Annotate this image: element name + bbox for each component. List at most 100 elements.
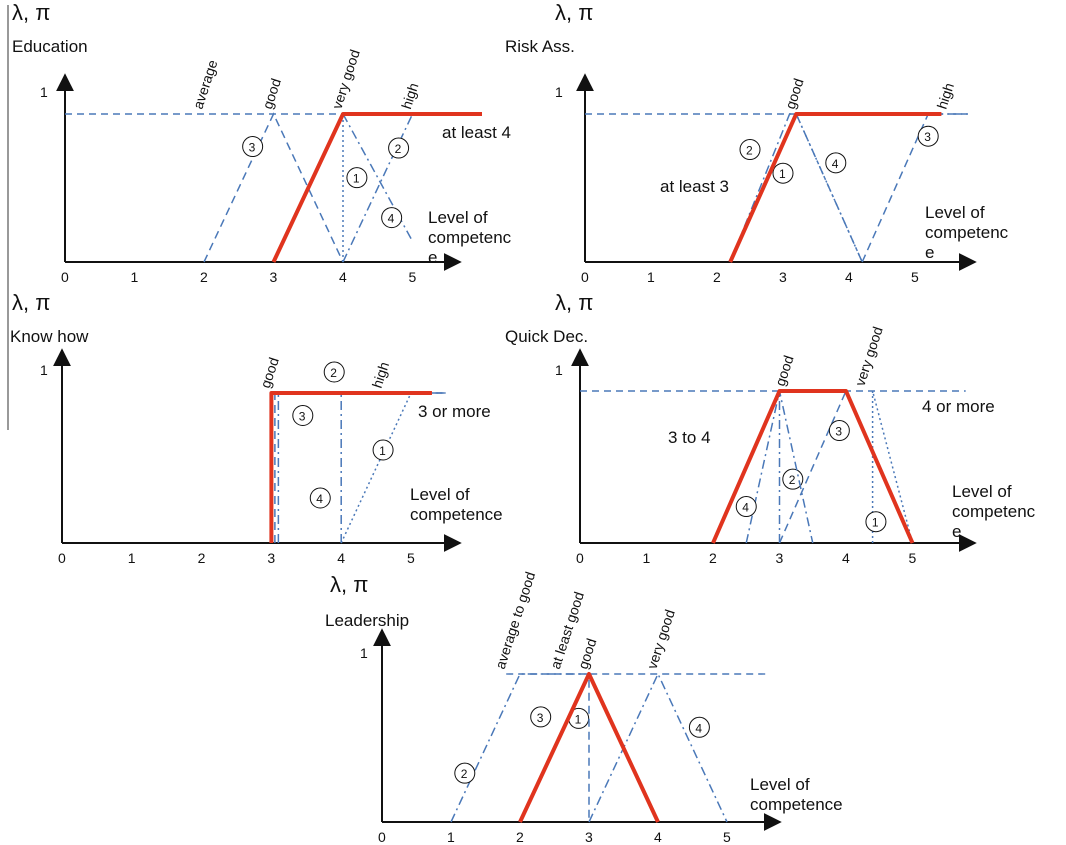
- candidate-1-number: 1: [872, 516, 879, 530]
- candidate-1-marker: [346, 167, 368, 189]
- x-tick-label: 5: [911, 269, 919, 285]
- candidate-4-marker: [735, 496, 757, 518]
- y-axis-symbol: λ, π: [12, 0, 50, 25]
- candidate-3-line: [203, 112, 344, 263]
- x-tick-label: 0: [61, 269, 69, 285]
- candidate-4-number: 4: [742, 501, 749, 515]
- candidate-1-number: 1: [779, 167, 786, 181]
- candidate-3-marker: [828, 420, 850, 442]
- criterion-name: Risk Ass.: [505, 37, 575, 56]
- candidate-2-number: 2: [461, 767, 468, 781]
- linguistic-term: good: [782, 76, 807, 111]
- panel-know-how: λ, π Know how 1 0 1 2 3 4 5 Level of competence 1 2 3…: [10, 290, 503, 566]
- x-tick-label: 2: [713, 269, 721, 285]
- requirement-annotation: 3 or more: [418, 402, 491, 421]
- candidate-3-number: 3: [835, 425, 842, 439]
- candidate-2-line: [450, 673, 589, 823]
- x-tick-label: 5: [407, 550, 415, 566]
- y-tick-label: 1: [40, 362, 48, 378]
- candidate-4-marker: [381, 207, 403, 229]
- linguistic-term: good: [259, 76, 284, 111]
- x-tick-label: 0: [378, 829, 386, 845]
- candidate-2-number: 2: [789, 473, 796, 487]
- x-tick-label: 3: [267, 550, 275, 566]
- candidate-1-line: [729, 112, 863, 263]
- panel-leadership: λ, π Leadership 1 0 1 2 3 4 5 Level of competence 1…: [325, 570, 843, 845]
- linguistic-term: good: [772, 353, 797, 388]
- y-tick-label: 1: [360, 645, 368, 661]
- candidate-2-number: 2: [746, 144, 753, 158]
- candidate-2-line: [729, 113, 968, 263]
- x-tick-label: 1: [447, 829, 455, 845]
- x-tick-label: 4: [337, 550, 345, 566]
- requirement-line: [728, 112, 942, 263]
- candidate-4-number: 4: [832, 157, 839, 171]
- x-tick-label: 4: [339, 269, 347, 285]
- x-tick-label: 5: [723, 829, 731, 845]
- candidate-3-number: 3: [924, 130, 931, 144]
- candidate-4-number: 4: [316, 492, 323, 506]
- x-tick-label: 4: [845, 269, 853, 285]
- x-tick-label: 1: [128, 550, 136, 566]
- candidate-4-marker: [309, 487, 331, 509]
- panel-education: λ, π Education 1 0 1 2 3 4 5 Level of competenc e 1 2…: [12, 0, 512, 285]
- linguistic-term: very good: [852, 325, 886, 388]
- criterion-name: Education: [12, 37, 88, 56]
- requirement-line: [271, 112, 482, 263]
- candidate-1-number: 1: [353, 172, 360, 186]
- y-tick-label: 1: [555, 362, 563, 378]
- x-tick-label: 2: [200, 269, 208, 285]
- linguistic-term: high: [398, 81, 421, 111]
- criterion-name: Quick Dec.: [505, 327, 588, 346]
- candidate-2-marker: [388, 137, 410, 159]
- linguistic-term: average to good: [492, 570, 538, 671]
- candidate-1-marker: [865, 511, 887, 533]
- candidate-2-marker: [323, 361, 345, 383]
- y-axis-symbol: λ, π: [12, 290, 50, 315]
- criterion-name: Know how: [10, 327, 89, 346]
- candidate-1-marker: [372, 439, 394, 461]
- x-tick-label: 4: [654, 829, 662, 845]
- requirement-annotation: at least 3: [660, 177, 729, 196]
- requirement-line: [518, 672, 660, 823]
- x-tick-label: 0: [576, 550, 584, 566]
- candidate-1-marker: [772, 162, 794, 184]
- x-tick-label: 1: [131, 269, 139, 285]
- linguistic-term: high: [934, 81, 957, 111]
- x-tick-label: 2: [516, 829, 524, 845]
- panel-risk-ass: λ, π Risk Ass. 1 0 1 2 3 4 5 Level of competenc e 1 2…: [505, 0, 1009, 285]
- y-tick-label: 1: [40, 84, 48, 100]
- linguistic-term: average: [190, 58, 221, 111]
- x-tick-label: 4: [842, 550, 850, 566]
- x-tick-label: 0: [58, 550, 66, 566]
- candidate-4-marker: [688, 716, 710, 738]
- candidate-3-marker: [292, 405, 314, 426]
- candidate-1-number: 1: [575, 712, 582, 726]
- x-tick-label: 3: [585, 829, 593, 845]
- x-tick-label: 5: [909, 550, 917, 566]
- candidate-3-marker: [530, 706, 552, 728]
- x-tick-label: 0: [581, 269, 589, 285]
- panel-quick-dec: λ, π Quick Dec. 1 0 1 2 3 4 5 Level of competenc e 1…: [505, 290, 1036, 566]
- x-tick-label: 2: [709, 550, 717, 566]
- candidate-4-marker: [825, 152, 847, 174]
- linguistic-term: very good: [644, 608, 678, 671]
- y-axis-symbol: λ, π: [330, 572, 368, 597]
- candidate-3-number: 3: [249, 141, 256, 155]
- candidate-3-number: 3: [299, 410, 306, 424]
- candidate-2-marker: [454, 762, 476, 784]
- y-axis-symbol: λ, π: [555, 0, 593, 25]
- x-tick-label: 3: [776, 550, 784, 566]
- requirement-annotation: at least 4: [442, 123, 511, 142]
- x-tick-label: 1: [643, 550, 651, 566]
- candidate-2-marker: [739, 139, 761, 161]
- x-tick-label: 3: [270, 269, 278, 285]
- requirement-annotation: 4 or more: [922, 397, 995, 416]
- candidate-4-line: [795, 113, 863, 263]
- candidate-2-number: 2: [395, 142, 402, 156]
- candidate-2-line: [778, 390, 847, 544]
